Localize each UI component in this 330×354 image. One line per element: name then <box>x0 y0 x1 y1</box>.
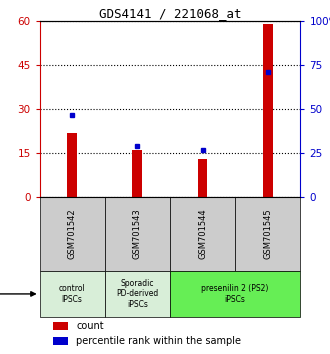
Bar <box>132 150 142 198</box>
Text: GSM701542: GSM701542 <box>68 209 77 259</box>
Text: GSM701545: GSM701545 <box>263 209 272 259</box>
Text: GSM701543: GSM701543 <box>133 209 142 259</box>
Bar <box>263 24 273 198</box>
Bar <box>198 159 208 198</box>
Bar <box>170 271 300 317</box>
Bar <box>40 198 105 271</box>
Bar <box>40 271 105 317</box>
Bar <box>53 337 68 346</box>
Text: presenilin 2 (PS2)
iPSCs: presenilin 2 (PS2) iPSCs <box>201 284 269 304</box>
Bar <box>53 321 68 330</box>
Bar <box>105 271 170 317</box>
Bar <box>235 198 300 271</box>
Text: control
IPSCs: control IPSCs <box>59 284 85 304</box>
Text: cell line: cell line <box>0 289 35 299</box>
Text: percentile rank within the sample: percentile rank within the sample <box>76 336 241 346</box>
Bar <box>105 198 170 271</box>
Text: Sporadic
PD-derived
iPSCs: Sporadic PD-derived iPSCs <box>116 279 158 309</box>
Bar <box>170 198 235 271</box>
Bar <box>67 133 77 198</box>
Text: count: count <box>76 320 104 331</box>
Title: GDS4141 / 221068_at: GDS4141 / 221068_at <box>99 7 241 20</box>
Text: GSM701544: GSM701544 <box>198 209 207 259</box>
